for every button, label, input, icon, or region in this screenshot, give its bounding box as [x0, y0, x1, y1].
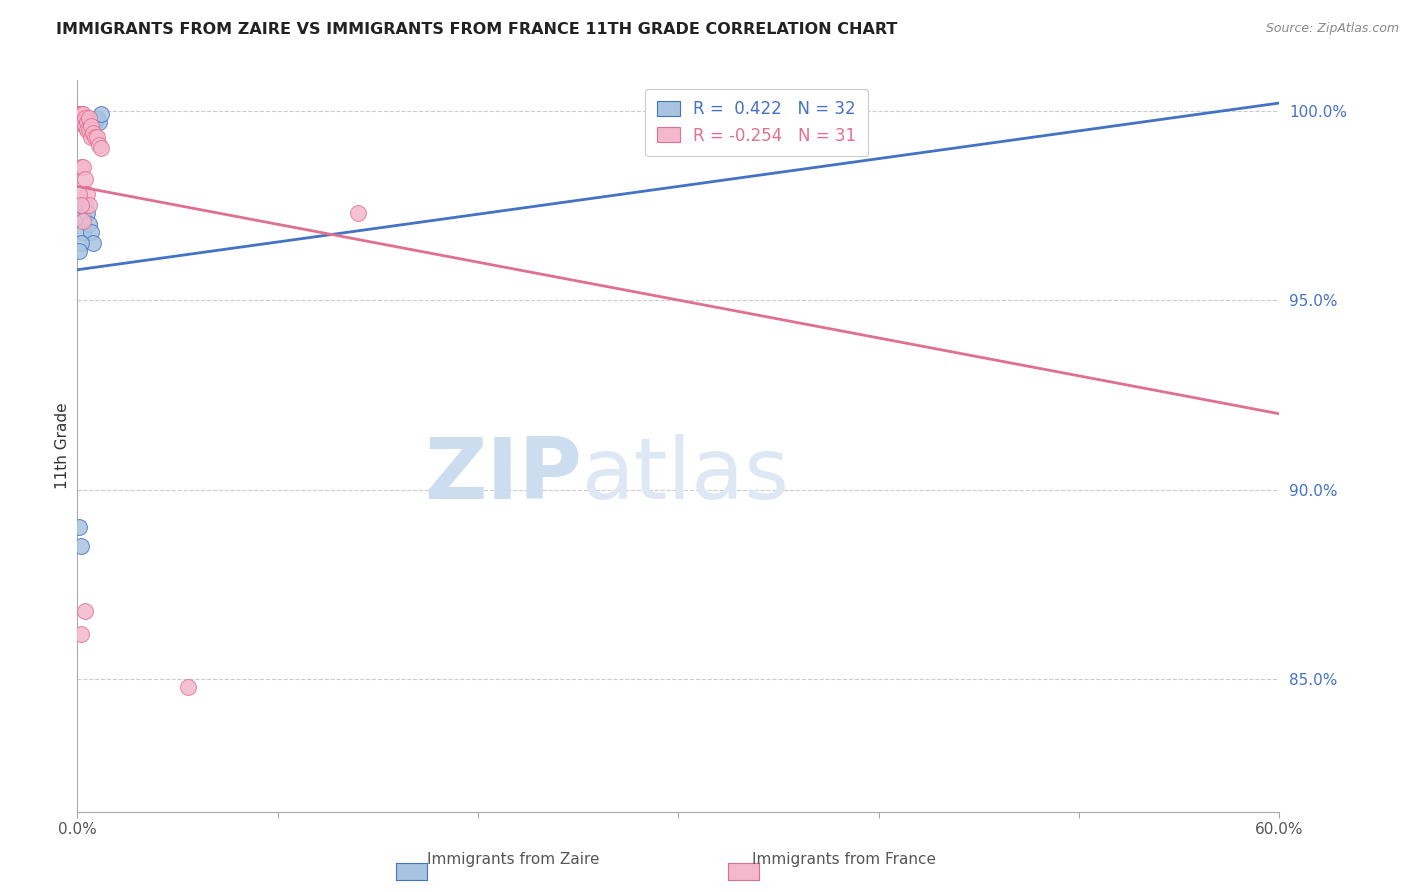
Point: [76, 186, 98, 201]
Point: [82, 126, 104, 140]
Point: [70, 236, 93, 251]
Point: [67, 520, 90, 534]
Point: [82, 115, 104, 129]
Text: Immigrants from Zaire: Immigrants from Zaire: [427, 852, 599, 867]
Point: [72, 210, 94, 224]
Point: [70, 161, 93, 175]
Point: [75, 111, 97, 125]
Point: [76, 115, 98, 129]
Text: ZIP: ZIP: [425, 434, 582, 516]
Y-axis label: 11th Grade: 11th Grade: [55, 402, 70, 490]
Point: [79, 111, 101, 125]
Point: [76, 115, 98, 129]
Point: [72, 107, 94, 121]
Point: [70, 115, 93, 129]
Point: [75, 198, 97, 212]
Point: [67, 107, 90, 121]
Point: [90, 141, 112, 155]
Point: [84, 115, 107, 129]
Point: [79, 122, 101, 136]
Point: [76, 119, 98, 133]
Point: [76, 122, 98, 136]
Point: [70, 107, 93, 121]
Point: [67, 244, 90, 258]
Point: [82, 236, 104, 251]
Point: [70, 107, 93, 121]
Point: [75, 604, 97, 618]
Point: [72, 111, 94, 125]
Point: [80, 119, 103, 133]
Point: [86, 111, 108, 125]
Point: [75, 119, 97, 133]
Point: [72, 115, 94, 129]
Point: [75, 115, 97, 129]
Text: Source: ZipAtlas.com: Source: ZipAtlas.com: [1265, 22, 1399, 36]
Point: [79, 119, 101, 133]
Point: [72, 115, 94, 129]
Point: [72, 225, 94, 239]
Point: [86, 130, 108, 145]
Text: IMMIGRANTS FROM ZAIRE VS IMMIGRANTS FROM FRANCE 11TH GRADE CORRELATION CHART: IMMIGRANTS FROM ZAIRE VS IMMIGRANTS FROM…: [56, 22, 897, 37]
Point: [70, 626, 93, 640]
Point: [67, 107, 90, 121]
Point: [84, 130, 107, 145]
Point: [76, 206, 98, 220]
Point: [67, 186, 90, 201]
Point: [79, 217, 101, 231]
Point: [80, 225, 103, 239]
Point: [70, 107, 93, 121]
Point: [72, 161, 94, 175]
Point: [70, 107, 93, 121]
Point: [75, 171, 97, 186]
Point: [89, 137, 111, 152]
Point: [67, 107, 90, 121]
Point: [90, 107, 112, 121]
Text: Immigrants from France: Immigrants from France: [752, 852, 935, 867]
Point: [89, 115, 111, 129]
Point: [75, 119, 97, 133]
Point: [72, 213, 94, 227]
Text: atlas: atlas: [582, 434, 790, 516]
Point: [70, 198, 93, 212]
Point: [79, 198, 101, 212]
Point: [70, 540, 93, 554]
Point: [70, 198, 93, 212]
Point: [67, 111, 90, 125]
Point: [79, 115, 101, 129]
Point: [80, 130, 103, 145]
Legend: R =  0.422   N = 32, R = -0.254   N = 31: R = 0.422 N = 32, R = -0.254 N = 31: [645, 88, 868, 156]
Point: [67, 210, 90, 224]
Point: [176, 680, 198, 694]
Point: [80, 115, 103, 129]
Point: [347, 206, 370, 220]
